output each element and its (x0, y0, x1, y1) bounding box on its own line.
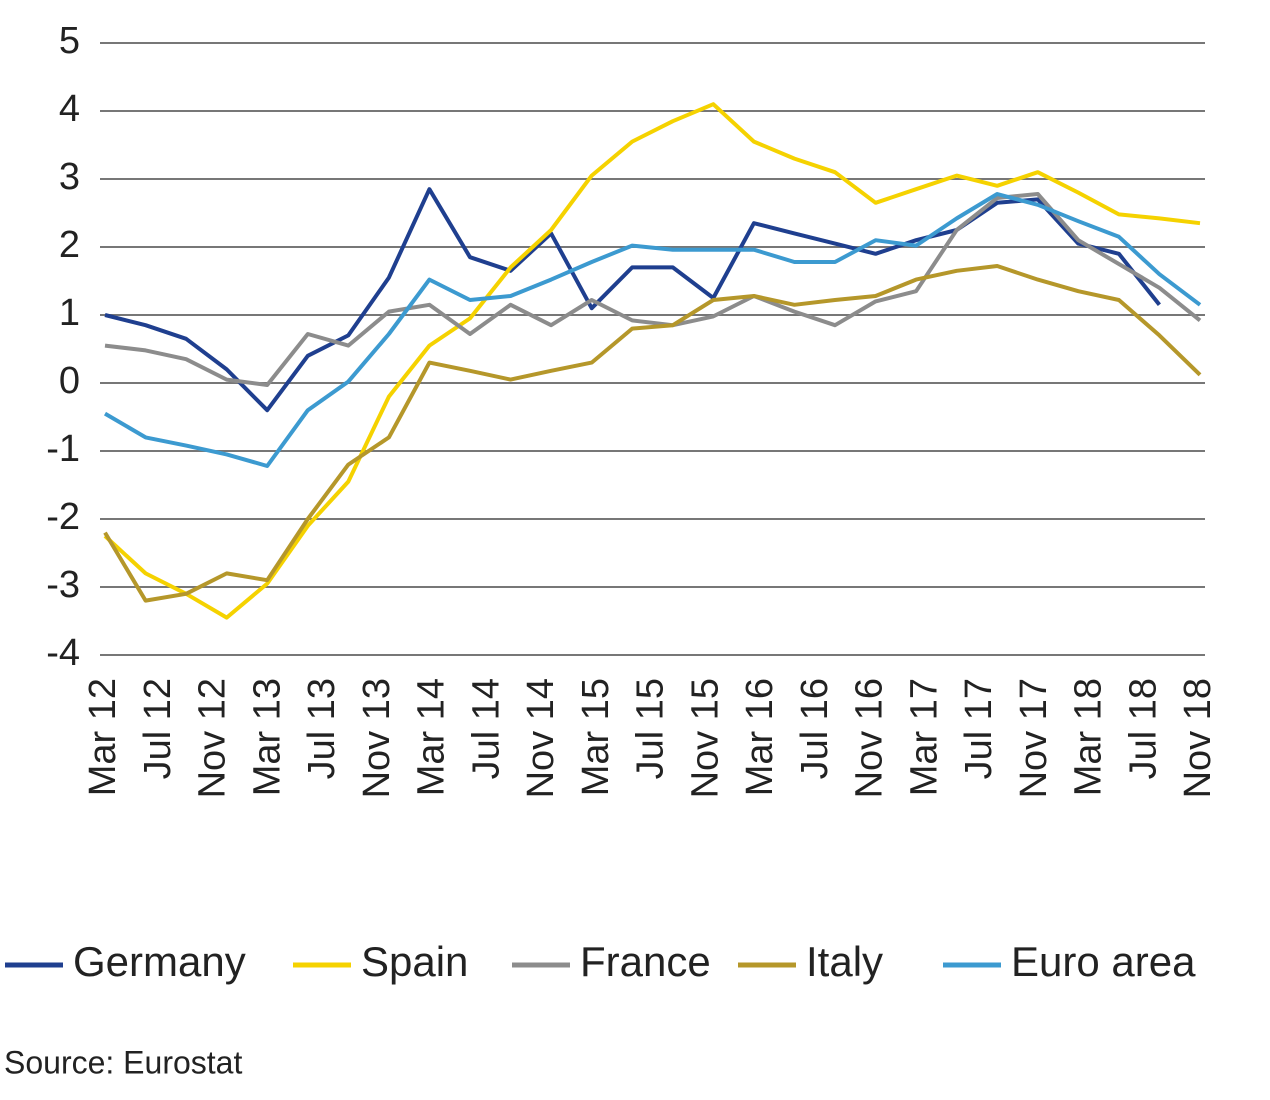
x-tick-label: Jul 17 (958, 678, 1000, 779)
y-tick-label: 4 (59, 88, 80, 130)
x-tick-label: Mar 15 (575, 678, 617, 796)
series-line (104, 192, 1202, 387)
x-tick-label: Mar 17 (903, 678, 945, 796)
y-tick-label: -4 (46, 632, 80, 674)
y-tick-label: -3 (46, 564, 80, 606)
x-tick-label: Nov 16 (849, 678, 891, 798)
series-line (103, 192, 1202, 468)
x-tick-label: Jul 15 (630, 678, 672, 779)
y-tick-label: -1 (46, 428, 80, 470)
x-tick-label: Mar 13 (246, 678, 288, 796)
series-line (103, 102, 1201, 620)
legend-label: Euro area (1011, 938, 1196, 985)
x-tick-label: Nov 15 (684, 678, 726, 798)
series-line (104, 187, 1161, 413)
x-tick-label: Jul 16 (794, 678, 836, 779)
x-tick-label: Mar 14 (411, 678, 453, 796)
legend-label: France (580, 938, 711, 985)
legend-label: Italy (806, 938, 883, 985)
y-tick-label: 2 (59, 224, 80, 266)
x-tick-label: Mar 18 (1068, 678, 1110, 796)
x-tick-label: Nov 17 (1013, 678, 1055, 798)
x-tick-label: Nov 14 (520, 678, 562, 798)
series-line (103, 264, 1202, 603)
y-tick-label: 5 (59, 20, 80, 62)
x-tick-label: Mar 16 (739, 678, 781, 796)
x-tick-label: Nov 13 (356, 678, 398, 798)
y-tick-label: 0 (59, 360, 80, 402)
source-note: Source: Eurostat (4, 1044, 242, 1080)
legend-label: Spain (361, 938, 468, 985)
x-tick-label: Jul 18 (1122, 678, 1164, 779)
y-tick-label: 3 (59, 156, 80, 198)
x-tick-label: Jul 14 (465, 678, 507, 779)
x-tick-label: Nov 12 (192, 678, 234, 798)
y-tick-label: -2 (46, 496, 80, 538)
x-tick-label: Jul 12 (137, 678, 179, 779)
legend-label: Germany (73, 938, 246, 985)
x-tick-label: Jul 13 (301, 678, 343, 779)
y-tick-label: 1 (59, 292, 80, 334)
x-tick-label: Mar 12 (82, 678, 124, 796)
x-tick-label: Nov 18 (1177, 678, 1219, 798)
